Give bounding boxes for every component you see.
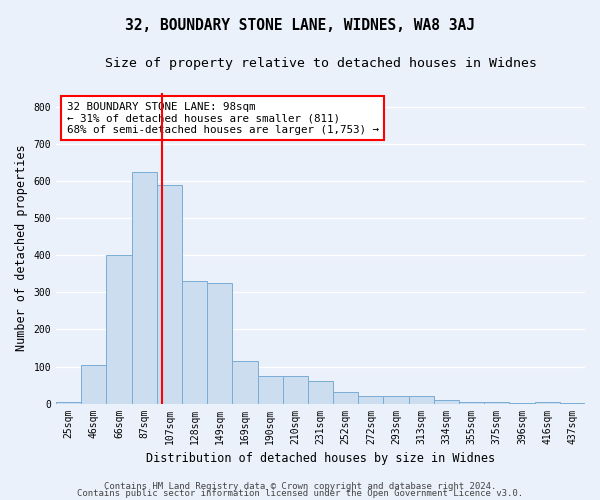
Bar	[484, 402, 509, 404]
Bar	[509, 403, 535, 404]
Bar	[535, 402, 560, 404]
Bar	[56, 402, 81, 404]
Bar	[81, 364, 106, 404]
Bar	[157, 185, 182, 404]
Y-axis label: Number of detached properties: Number of detached properties	[15, 144, 28, 352]
Text: Contains public sector information licensed under the Open Government Licence v3: Contains public sector information licen…	[77, 489, 523, 498]
Bar	[560, 403, 585, 404]
Bar	[383, 396, 409, 404]
Bar	[257, 376, 283, 404]
Bar	[182, 282, 207, 404]
Text: 32, BOUNDARY STONE LANE, WIDNES, WA8 3AJ: 32, BOUNDARY STONE LANE, WIDNES, WA8 3AJ	[125, 18, 475, 32]
Text: 32 BOUNDARY STONE LANE: 98sqm
← 31% of detached houses are smaller (811)
68% of : 32 BOUNDARY STONE LANE: 98sqm ← 31% of d…	[67, 102, 379, 135]
Bar	[131, 172, 157, 404]
X-axis label: Distribution of detached houses by size in Widnes: Distribution of detached houses by size …	[146, 452, 495, 465]
Bar	[459, 402, 484, 404]
Bar	[232, 361, 257, 404]
Bar	[106, 256, 131, 404]
Bar	[283, 376, 308, 404]
Bar	[333, 392, 358, 404]
Bar	[434, 400, 459, 404]
Bar	[409, 396, 434, 404]
Title: Size of property relative to detached houses in Widnes: Size of property relative to detached ho…	[104, 58, 536, 70]
Bar	[358, 396, 383, 404]
Bar	[308, 382, 333, 404]
Bar	[207, 283, 232, 404]
Text: Contains HM Land Registry data © Crown copyright and database right 2024.: Contains HM Land Registry data © Crown c…	[104, 482, 496, 491]
